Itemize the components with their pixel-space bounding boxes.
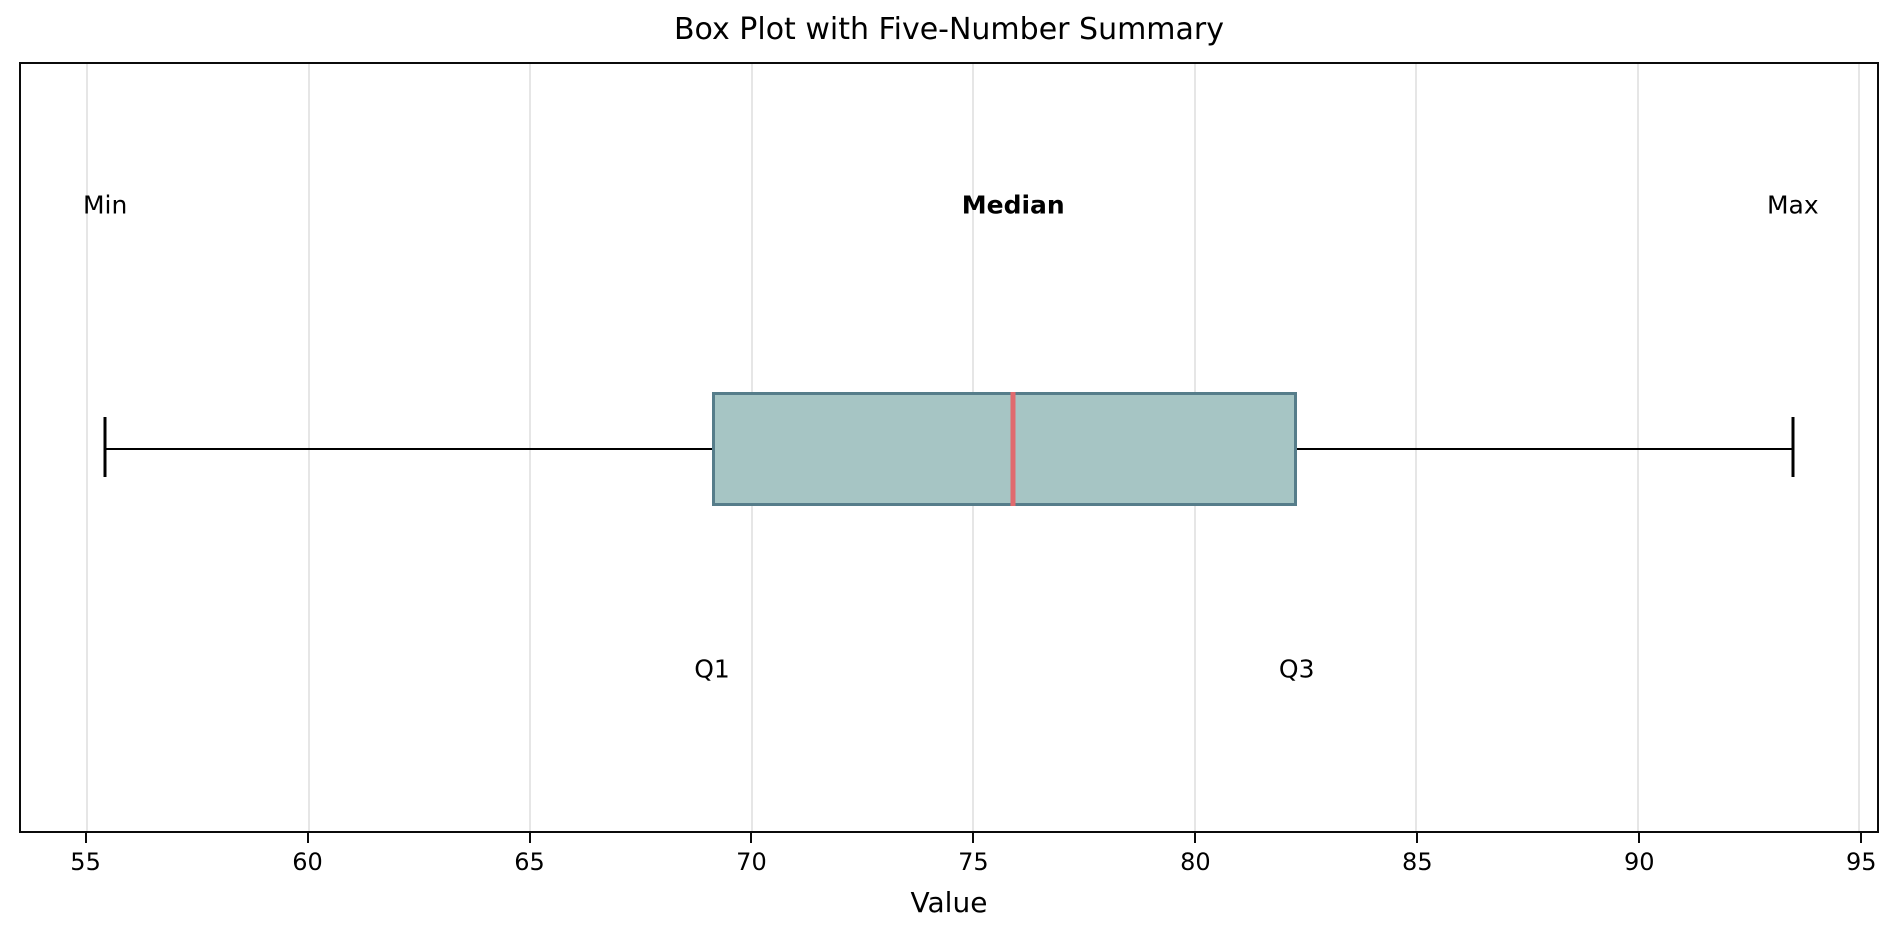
gridline-x-85 <box>1415 64 1418 831</box>
annotation-q1: Q1 <box>694 654 730 684</box>
gridline-x-55 <box>86 64 89 831</box>
tick-mark-65 <box>528 833 531 843</box>
median-line <box>1010 391 1016 506</box>
whisker-line-high <box>1296 447 1793 450</box>
tick-label-90: 90 <box>1624 848 1655 876</box>
gridline-x-90 <box>1636 64 1639 831</box>
annotation-q3: Q3 <box>1278 654 1315 684</box>
tick-mark-60 <box>306 833 309 843</box>
whisker-line-low <box>105 447 712 450</box>
tick-mark-75 <box>972 833 975 843</box>
annotation-median: Median <box>961 190 1065 220</box>
iqr-box <box>712 391 1297 506</box>
tick-mark-85 <box>1416 833 1419 843</box>
tick-mark-90 <box>1638 833 1641 843</box>
tick-label-80: 80 <box>1180 848 1211 876</box>
gridline-x-65 <box>529 64 532 831</box>
tick-label-85: 85 <box>1402 848 1433 876</box>
whisker-cap-max <box>1791 416 1795 478</box>
tick-mark-95 <box>1860 833 1863 843</box>
annotation-max: Max <box>1766 190 1819 220</box>
tick-mark-55 <box>84 833 87 843</box>
gridline-x-95 <box>1858 64 1861 831</box>
chart-title: Box Plot with Five-Number Summary <box>673 12 1225 47</box>
annotation-min: Min <box>82 190 128 220</box>
tick-mark-70 <box>750 833 753 843</box>
tick-label-70: 70 <box>736 848 767 876</box>
x-axis-label: Value <box>910 886 988 919</box>
whisker-cap-min <box>103 416 107 478</box>
tick-label-60: 60 <box>292 848 323 876</box>
plot-area: Min Median Max Q1 Q3 <box>19 62 1879 833</box>
tick-label-75: 75 <box>958 848 989 876</box>
tick-mark-80 <box>1194 833 1197 843</box>
tick-label-65: 65 <box>514 848 545 876</box>
tick-label-95: 95 <box>1845 848 1877 876</box>
tick-label-55: 55 <box>70 848 101 876</box>
gridline-x-60 <box>307 64 310 831</box>
